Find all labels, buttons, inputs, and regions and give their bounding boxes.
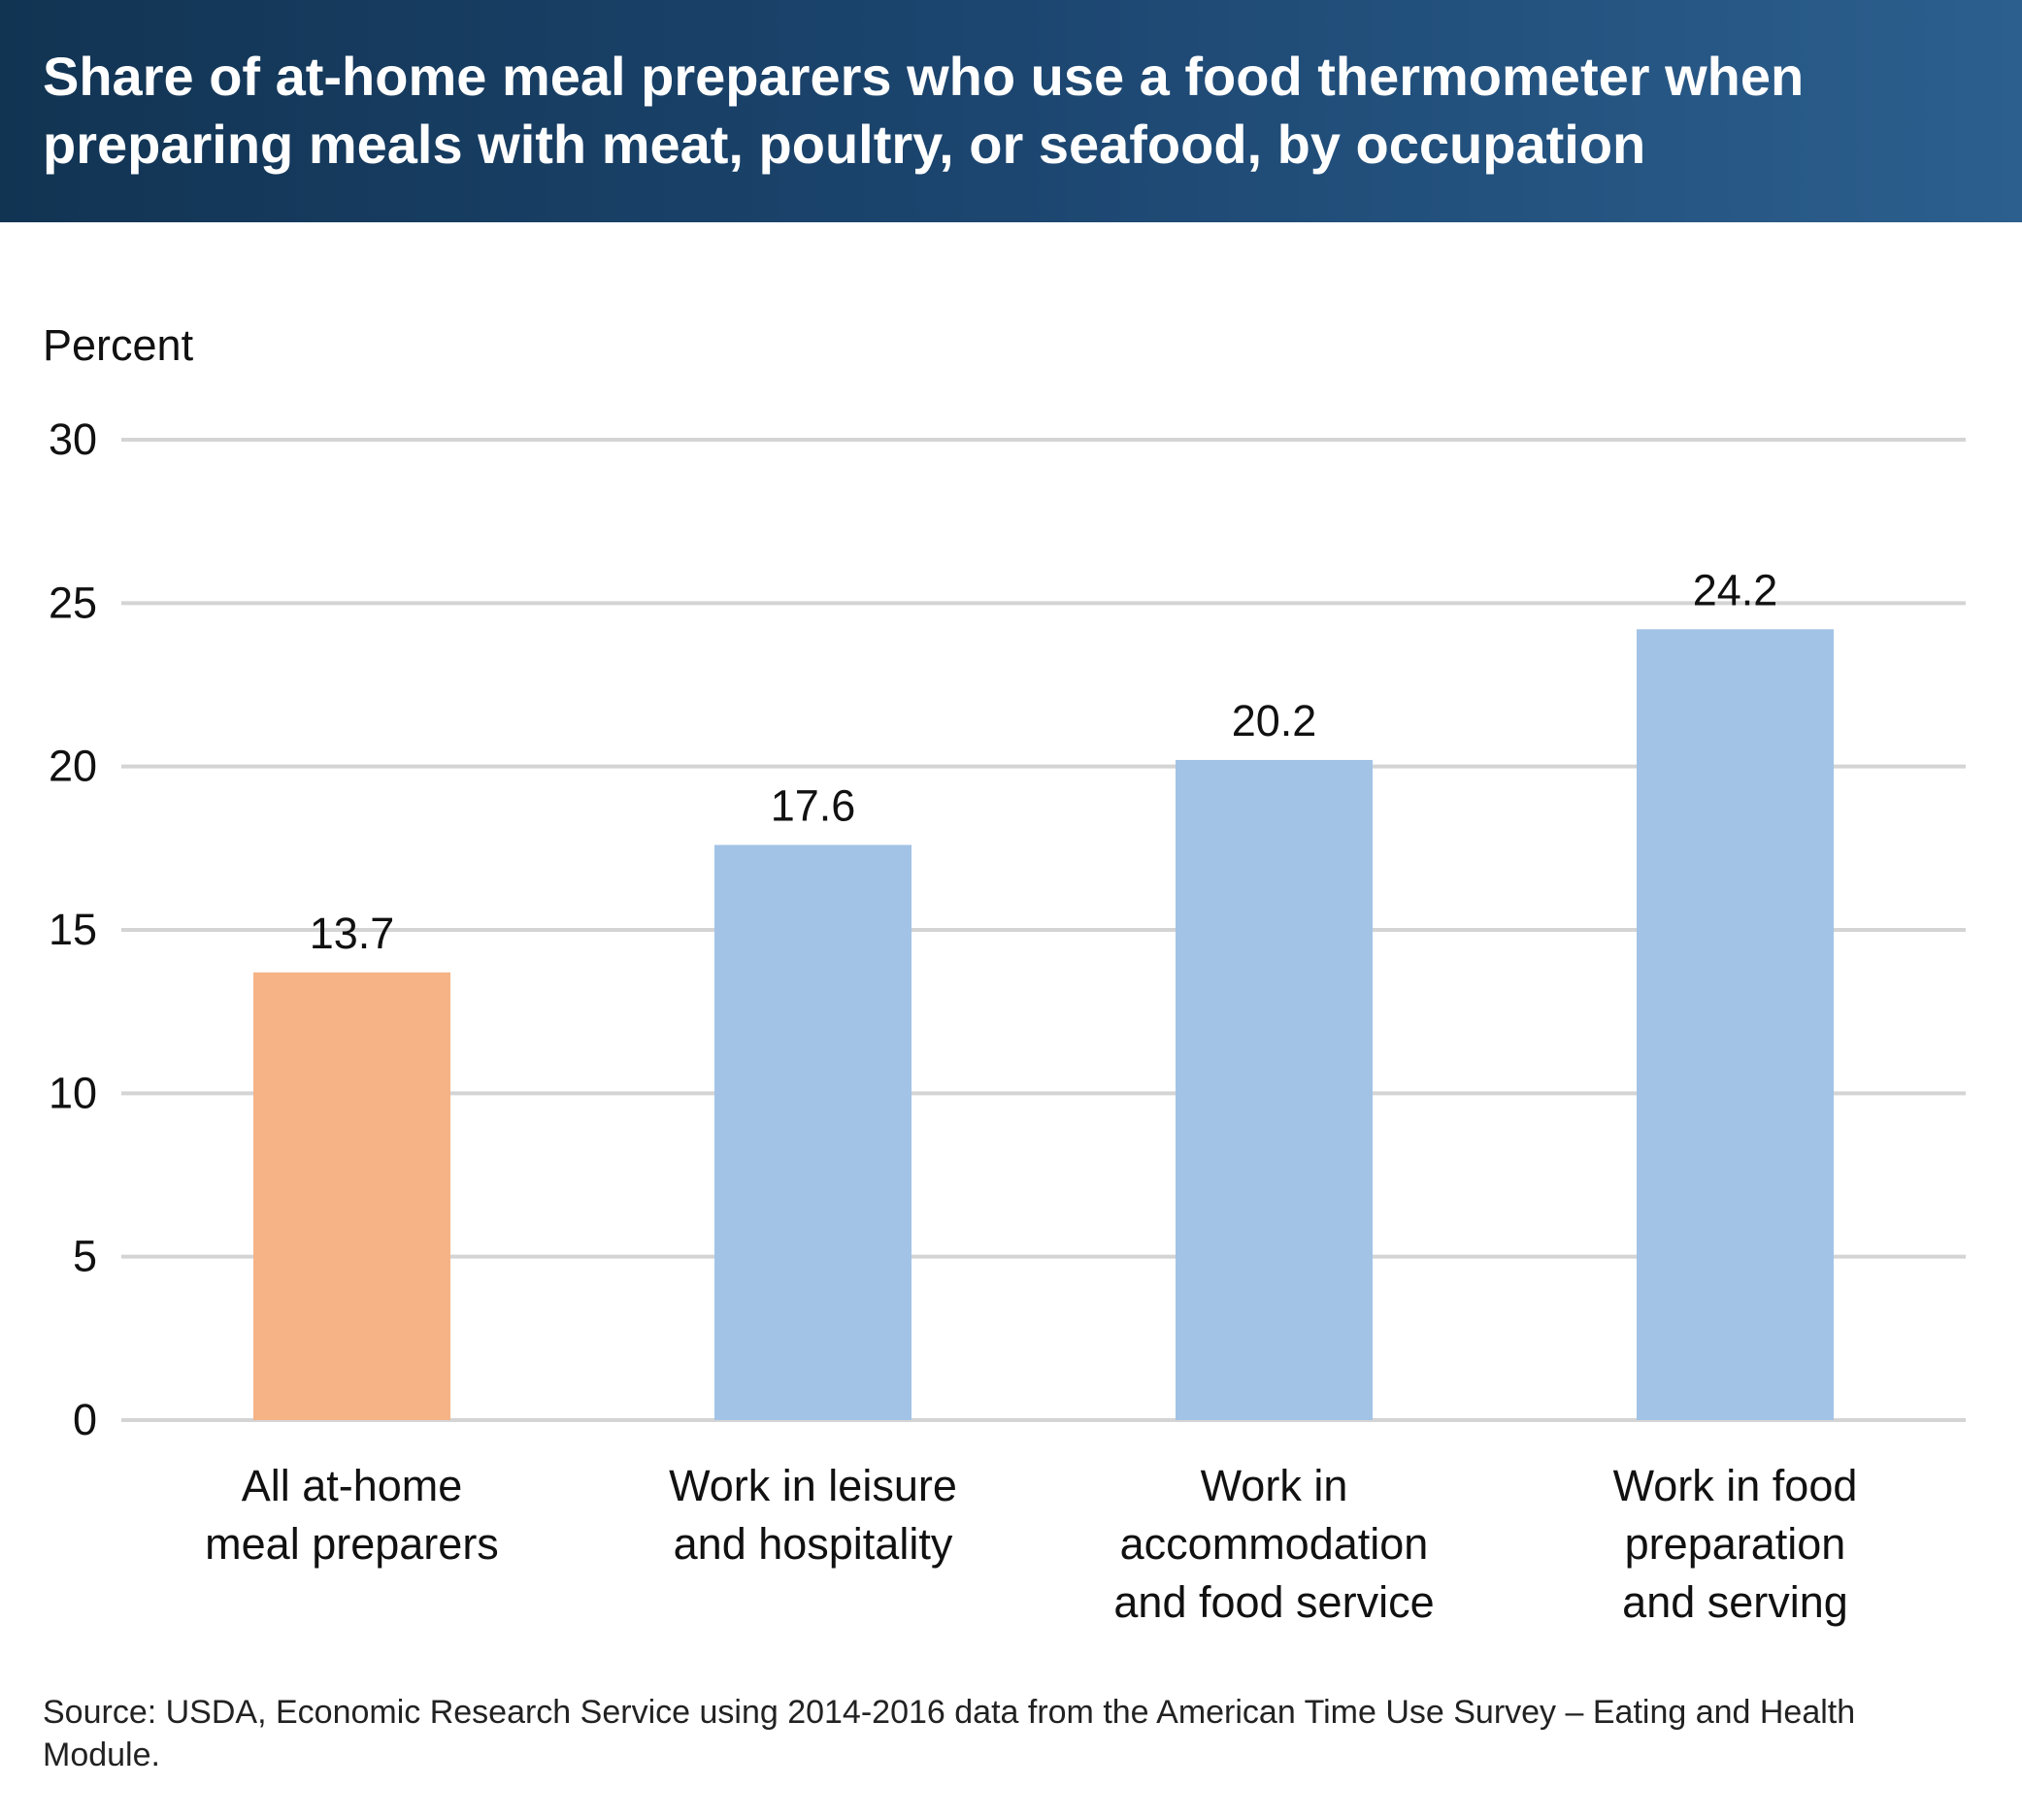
category-label-line: preparation bbox=[1625, 1519, 1846, 1569]
source-note: Source: USDA, Economic Research Service … bbox=[43, 1694, 1856, 1773]
title-banner: Share of at-home meal preparers who use … bbox=[0, 0, 2022, 222]
value-label: 17.6 bbox=[771, 780, 856, 830]
value-label: 24.2 bbox=[1693, 565, 1778, 614]
category-label-line: accommodation bbox=[1120, 1519, 1429, 1569]
category-label-line: meal preparers bbox=[205, 1519, 499, 1569]
value-labels: 13.7 17.6 20.2 24.2 bbox=[310, 565, 1778, 958]
category-label: All at-home meal preparers bbox=[205, 1461, 499, 1569]
chart-title: Share of at-home meal preparers who use … bbox=[43, 46, 1805, 175]
bar bbox=[1637, 629, 1834, 1420]
y-axis-label: Percent bbox=[43, 320, 194, 370]
y-tick-label: 30 bbox=[49, 414, 97, 464]
value-label: 13.7 bbox=[310, 909, 395, 958]
category-label-line: All at-home bbox=[242, 1461, 463, 1510]
category-label: Work in food preparation and serving bbox=[1613, 1461, 1858, 1627]
category-label-line: Work in food bbox=[1613, 1461, 1858, 1510]
y-tick-label: 5 bbox=[73, 1232, 97, 1281]
y-tick-label: 10 bbox=[49, 1068, 97, 1117]
category-label-line: Work in bbox=[1201, 1461, 1348, 1510]
category-label-line: and serving bbox=[1622, 1577, 1848, 1627]
bar bbox=[714, 844, 912, 1420]
bar bbox=[1176, 759, 1373, 1420]
y-tick-label: 20 bbox=[49, 742, 97, 791]
bars bbox=[253, 629, 1834, 1420]
category-label-line: and food service bbox=[1113, 1577, 1434, 1627]
y-tick-labels: 0 5 10 15 20 25 30 bbox=[49, 414, 97, 1444]
bar-chart: Percent 0 5 10 15 20 25 30 13.7 17.6 20.2 24.2 Al… bbox=[43, 320, 1966, 1627]
category-label: Work in leisure and hospitality bbox=[669, 1461, 957, 1569]
y-tick-label: 15 bbox=[49, 905, 97, 954]
y-tick-label: 25 bbox=[49, 578, 97, 627]
bar bbox=[253, 972, 450, 1420]
category-label-line: Work in leisure bbox=[669, 1461, 957, 1510]
value-label: 20.2 bbox=[1232, 696, 1317, 745]
y-tick-label: 0 bbox=[73, 1395, 97, 1444]
category-label-line: and hospitality bbox=[674, 1519, 953, 1569]
category-labels: All at-home meal preparers Work in leisure… bbox=[205, 1461, 1857, 1627]
category-label: Work in accommodation and food service bbox=[1113, 1461, 1434, 1627]
